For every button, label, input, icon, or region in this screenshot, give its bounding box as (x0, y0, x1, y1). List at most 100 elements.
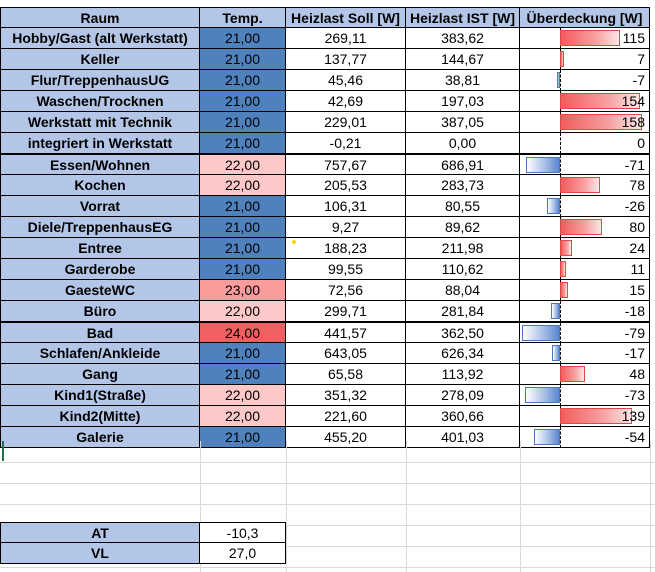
cell-ueberdeckung[interactable]: 15 (520, 280, 650, 301)
cell-ueberdeckung[interactable]: 80 (520, 217, 650, 238)
cell-temp[interactable]: 21,00 (200, 196, 286, 217)
cell-temp[interactable]: 21,00 (200, 28, 286, 49)
cell-heizlast-ist[interactable]: 88,04 (406, 280, 520, 301)
cell-ueberdeckung[interactable]: 7 (520, 49, 650, 70)
cell-heizlast-soll[interactable]: 72,56 (286, 280, 406, 301)
cell-heizlast-ist[interactable]: 113,92 (406, 364, 520, 385)
cell-ueberdeckung[interactable]: -79 (520, 321, 650, 343)
cell-heizlast-ist[interactable]: 281,84 (406, 301, 520, 322)
cell-raum[interactable]: Galerie (0, 427, 200, 448)
cell-heizlast-ist[interactable]: 144,67 (406, 49, 520, 70)
footer-label[interactable]: VL (0, 543, 200, 564)
cell-heizlast-soll[interactable]: 9,27 (286, 217, 406, 238)
cell-heizlast-ist[interactable]: 686,91 (406, 153, 520, 175)
cell-temp[interactable]: 22,00 (200, 406, 286, 427)
cell-temp[interactable]: 21,00 (200, 259, 286, 280)
cell-heizlast-soll[interactable]: 99,55 (286, 259, 406, 280)
cell-heizlast-soll[interactable]: -0,21 (286, 133, 406, 154)
cell-raum[interactable]: Vorrat (0, 196, 200, 217)
cell-heizlast-soll[interactable]: 269,11 (286, 28, 406, 49)
cell-temp[interactable]: 24,00 (200, 321, 286, 343)
cell-temp[interactable]: 23,00 (200, 280, 286, 301)
cell-temp[interactable]: 21,00 (200, 70, 286, 91)
cell-ueberdeckung[interactable]: 139 (520, 406, 650, 427)
cell-raum[interactable]: Flur/TreppenhausUG (0, 70, 200, 91)
cell-ueberdeckung[interactable]: 0 (520, 133, 650, 154)
cell-ueberdeckung[interactable]: 78 (520, 175, 650, 196)
cell-raum[interactable]: Werkstatt mit Technik (0, 112, 200, 133)
cell-temp[interactable]: 21,00 (200, 112, 286, 133)
cell-heizlast-soll[interactable]: 757,67 (286, 153, 406, 175)
cell-ueberdeckung[interactable]: 24 (520, 238, 650, 259)
cell-temp[interactable]: 21,00 (200, 343, 286, 364)
header-ueberdeckung[interactable]: Überdeckung [W] (520, 7, 650, 28)
cell-heizlast-ist[interactable]: 278,09 (406, 385, 520, 406)
cell-ueberdeckung[interactable]: 11 (520, 259, 650, 280)
cell-heizlast-ist[interactable]: 362,50 (406, 321, 520, 343)
cell-temp[interactable]: 21,00 (200, 238, 286, 259)
cell-raum[interactable]: Bad (0, 321, 200, 343)
cell-raum[interactable]: Garderobe (0, 259, 200, 280)
cell-ueberdeckung[interactable]: -71 (520, 153, 650, 175)
cell-heizlast-ist[interactable]: 197,03 (406, 91, 520, 112)
cell-raum[interactable]: Kind1(Straße) (0, 385, 200, 406)
header-raum[interactable]: Raum (0, 7, 200, 28)
cell-ueberdeckung[interactable]: -17 (520, 343, 650, 364)
cell-temp[interactable]: 21,00 (200, 427, 286, 448)
cell-temp[interactable]: 21,00 (200, 364, 286, 385)
cell-heizlast-ist[interactable]: 80,55 (406, 196, 520, 217)
cell-temp[interactable]: 22,00 (200, 175, 286, 196)
cell-heizlast-soll[interactable]: 106,31 (286, 196, 406, 217)
cell-raum[interactable]: Keller (0, 49, 200, 70)
cell-temp[interactable]: 21,00 (200, 91, 286, 112)
cell-raum[interactable]: Kochen (0, 175, 200, 196)
cell-heizlast-ist[interactable]: 38,81 (406, 70, 520, 91)
cell-heizlast-soll[interactable]: 351,32 (286, 385, 406, 406)
cell-heizlast-soll[interactable]: 65,58 (286, 364, 406, 385)
cell-heizlast-ist[interactable]: 110,62 (406, 259, 520, 280)
cell-raum[interactable]: integriert in Werkstatt (0, 133, 200, 154)
cell-raum[interactable]: GaesteWC (0, 280, 200, 301)
header-heizlast-ist[interactable]: Heizlast IST [W] (406, 7, 520, 28)
cell-ueberdeckung[interactable]: -18 (520, 301, 650, 322)
cell-heizlast-ist[interactable]: 626,34 (406, 343, 520, 364)
cell-raum[interactable]: Hobby/Gast (alt Werkstatt) (0, 28, 200, 49)
header-heizlast-soll[interactable]: Heizlast Soll [W] (286, 7, 406, 28)
cell-heizlast-ist[interactable]: 383,62 (406, 28, 520, 49)
cell-temp[interactable]: 22,00 (200, 301, 286, 322)
cell-ueberdeckung[interactable]: 158 (520, 112, 650, 133)
cell-raum[interactable]: Entree (0, 238, 200, 259)
cell-heizlast-ist[interactable]: 401,03 (406, 427, 520, 448)
cell-temp[interactable]: 22,00 (200, 153, 286, 175)
cell-heizlast-soll[interactable]: 229,01 (286, 112, 406, 133)
cell-heizlast-soll[interactable]: 205,53 (286, 175, 406, 196)
cell-temp[interactable]: 21,00 (200, 217, 286, 238)
cell-raum[interactable]: Schlafen/Ankleide (0, 343, 200, 364)
cell-temp[interactable]: 22,00 (200, 385, 286, 406)
cell-ueberdeckung[interactable]: -54 (520, 427, 650, 448)
cell-ueberdeckung[interactable]: 115 (520, 28, 650, 49)
header-temp[interactable]: Temp. (200, 7, 286, 28)
cell-ueberdeckung[interactable]: 48 (520, 364, 650, 385)
cell-raum[interactable]: Diele/TreppenhausEG (0, 217, 200, 238)
cell-heizlast-ist[interactable]: 360,66 (406, 406, 520, 427)
cell-heizlast-ist[interactable]: 89,62 (406, 217, 520, 238)
cell-raum[interactable]: Waschen/Trocknen (0, 91, 200, 112)
cell-heizlast-soll[interactable]: 643,05 (286, 343, 406, 364)
footer-value[interactable]: 27,0 (200, 543, 286, 564)
cell-heizlast-soll[interactable]: 299,71 (286, 301, 406, 322)
cell-heizlast-ist[interactable]: 283,73 (406, 175, 520, 196)
cell-ueberdeckung[interactable]: -7 (520, 70, 650, 91)
cell-raum[interactable]: Essen/Wohnen (0, 153, 200, 175)
cell-raum[interactable]: Gang (0, 364, 200, 385)
footer-value[interactable]: -10,3 (200, 522, 286, 543)
cell-heizlast-soll[interactable]: 137,77 (286, 49, 406, 70)
cell-heizlast-ist[interactable]: 387,05 (406, 112, 520, 133)
cell-heizlast-ist[interactable]: 211,98 (406, 238, 520, 259)
cell-ueberdeckung[interactable]: -73 (520, 385, 650, 406)
cell-raum[interactable]: Büro (0, 301, 200, 322)
cell-temp[interactable]: 21,00 (200, 133, 286, 154)
cell-ueberdeckung[interactable]: 154 (520, 91, 650, 112)
cell-heizlast-soll[interactable]: 455,20 (286, 427, 406, 448)
cell-heizlast-soll[interactable]: 441,57 (286, 321, 406, 343)
